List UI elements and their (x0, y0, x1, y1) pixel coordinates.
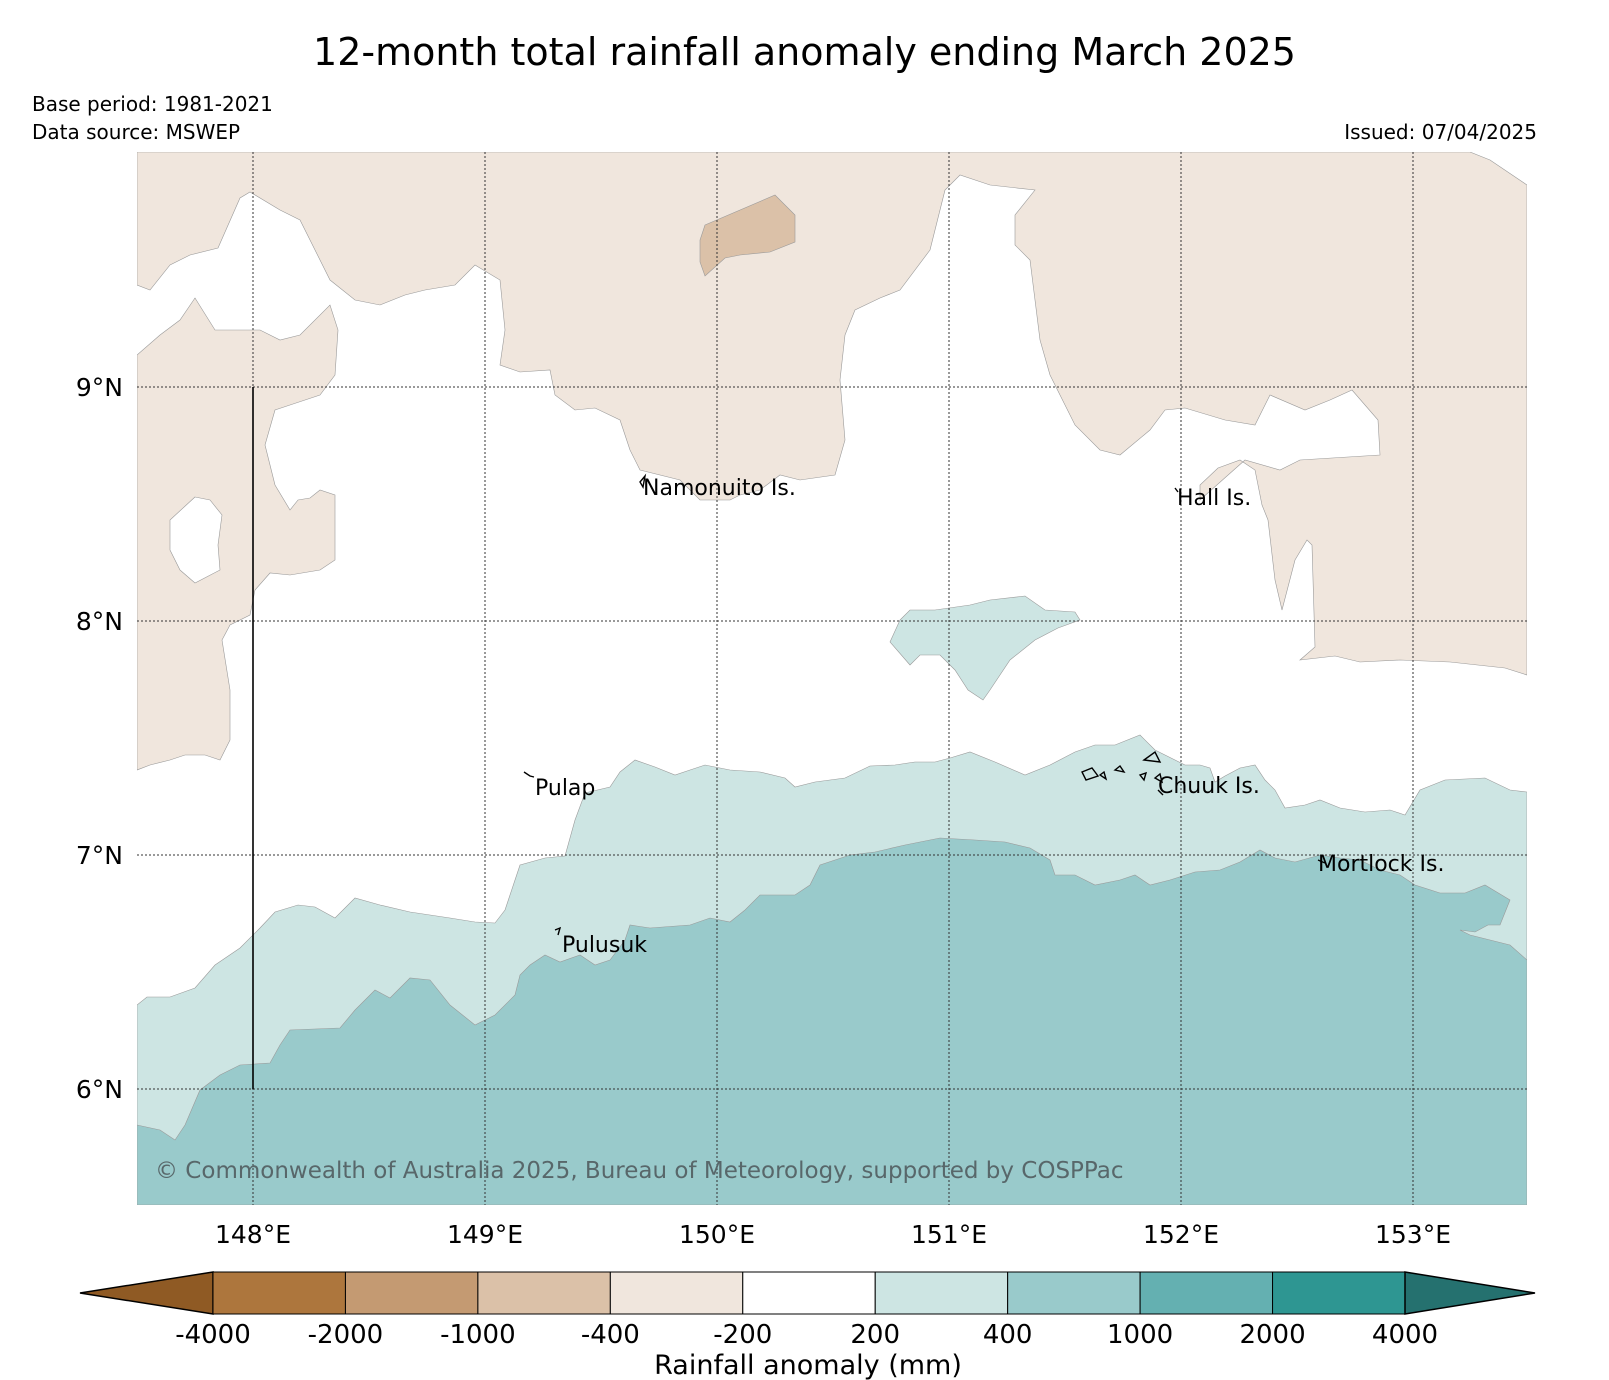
colorbar: -4000 -2000 -1000 -400 -200 200 400 1000 2000 400… (79, 1271, 1536, 1350)
lat-label-6n: 6°N (76, 1075, 123, 1104)
colorbar-bin (874, 1271, 1009, 1315)
neutral-hole (169, 496, 223, 584)
colorbar-tick-label: -2000 (308, 1320, 384, 1350)
colorbar-bin (1139, 1271, 1274, 1315)
colorbar-extend-low (79, 1271, 214, 1315)
longitude-axis: 148°E 149°E 150°E 151°E 152°E 153°E (215, 1220, 1451, 1249)
dry-patch (699, 194, 796, 277)
wet-patch (889, 595, 1081, 701)
colorbar-tick-label: 400 (983, 1320, 1033, 1350)
data-source: Data source: MSWEP (32, 120, 241, 144)
colorbar-bin (742, 1271, 876, 1315)
base-period: Base period: 1981-2021 (32, 92, 273, 116)
dry-anomaly-region (137, 152, 1527, 771)
colorbar-bin (1272, 1271, 1406, 1315)
place-label-namonuito: Namonuito Is. (643, 476, 796, 501)
lon-label-153e: 153°E (1375, 1220, 1451, 1249)
lon-label-151e: 151°E (911, 1220, 987, 1249)
lon-label-150e: 150°E (679, 1220, 755, 1249)
place-label-chuuk: Chuuk Is. (1158, 774, 1260, 799)
lon-label-149e: 149°E (447, 1220, 523, 1249)
colorbar-bin (609, 1271, 744, 1315)
lat-label-7n: 7°N (76, 841, 123, 870)
place-label-pulusuk: Pulusuk (562, 933, 647, 958)
place-label-mortlock: Mortlock Is. (1318, 852, 1444, 877)
issued-date: Issued: 07/04/2025 (1344, 120, 1537, 144)
lat-label-8n: 8°N (76, 607, 123, 636)
map-plot-area: Namonuito Is. Hall Is. Pulap Chuuk Is. M… (137, 152, 1527, 1205)
colorbar-tick-label: 1000 (1107, 1320, 1173, 1350)
lon-label-152e: 152°E (1143, 1220, 1219, 1249)
island-outlines (523, 473, 1326, 936)
copyright-notice: © Commonwealth of Australia 2025, Bureau… (155, 1158, 1124, 1184)
colorbar-bin (477, 1271, 611, 1315)
colorbar-extend-high (1404, 1271, 1536, 1315)
place-label-hall: Hall Is. (1177, 486, 1251, 511)
colorbar-tick-label: 200 (850, 1320, 900, 1350)
colorbar-tick-label: -1000 (440, 1320, 516, 1350)
lon-label-148e: 148°E (215, 1220, 291, 1249)
colorbar-tick-label: -4000 (175, 1320, 251, 1350)
latitude-axis: 9°N 8°N 7°N 6°N (76, 373, 123, 1104)
map-title: 12-month total rainfall anomaly ending M… (313, 30, 1296, 74)
colorbar-title: Rainfall anomaly (mm) (654, 1350, 962, 1380)
colorbar-tick-label: 4000 (1372, 1320, 1438, 1350)
colorbar-bin (1007, 1271, 1141, 1315)
colorbar-bin (344, 1271, 479, 1315)
colorbar-tick-label: -200 (713, 1320, 772, 1350)
place-label-pulap: Pulap (535, 776, 595, 801)
colorbar-tick-label: -400 (581, 1320, 640, 1350)
colorbar-tick-label: 2000 (1239, 1320, 1305, 1350)
lat-label-9n: 9°N (76, 373, 123, 402)
colorbar-bin (212, 1271, 346, 1315)
